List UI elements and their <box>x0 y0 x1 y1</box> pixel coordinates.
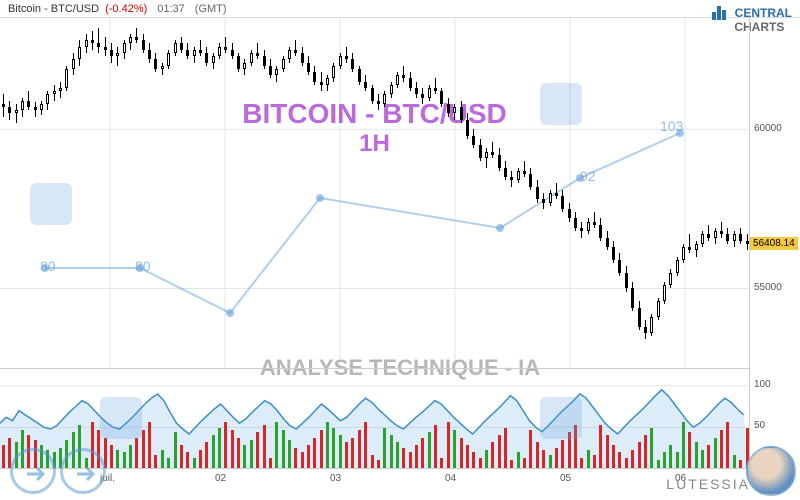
last-price-tag: 56408.14 <box>750 237 798 250</box>
xaxis: juil.0203040506 <box>0 468 750 500</box>
nav-arrow-left-icon[interactable] <box>10 448 56 494</box>
lower-oscillator-chart[interactable] <box>0 368 750 468</box>
watermark-chart-icon <box>30 183 72 225</box>
main-yaxis: 5500060000 56408.14 <box>750 18 800 368</box>
change-label: (-0.42%) <box>105 3 147 15</box>
nav-arrow-right-icon[interactable] <box>60 448 106 494</box>
lutessia-brand: LUTESSIA <box>666 476 750 492</box>
time-label: 01:37 <box>157 3 185 15</box>
main-candlestick-chart[interactable]: BITCOIN - BTC/USD 1H <box>0 18 750 368</box>
avatar-icon[interactable] <box>746 446 796 496</box>
symbol-label: Bitcoin - BTC/USD <box>8 3 99 15</box>
watermark-refresh-icon <box>540 83 582 125</box>
chart-header: Bitcoin - BTC/USD (-0.42%) 01:37 (GMT) <box>0 0 800 18</box>
watermark-hex-icon <box>100 397 142 439</box>
watermark-doc-icon <box>540 397 582 439</box>
tz-label: (GMT) <box>195 3 227 15</box>
